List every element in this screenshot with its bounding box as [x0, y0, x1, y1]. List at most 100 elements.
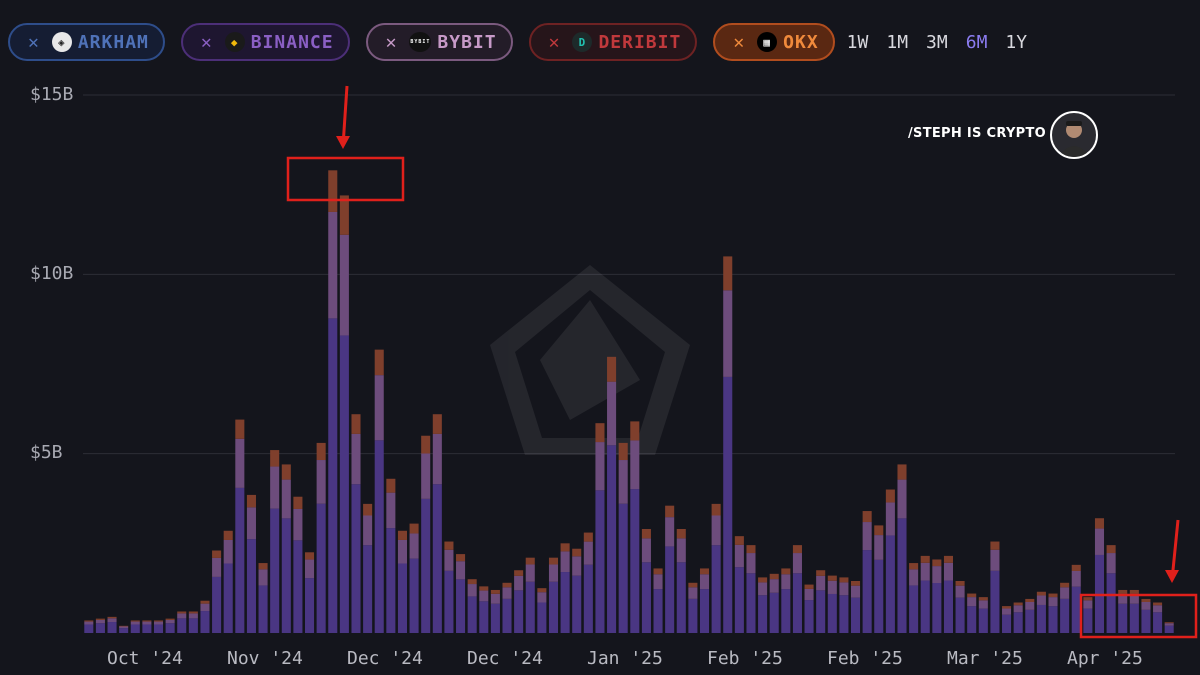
- bar-segment-middle: [990, 549, 1000, 571]
- bar-segment-top: [862, 511, 872, 523]
- bar-segment-middle: [386, 492, 396, 529]
- bar-segment-middle: [153, 621, 164, 625]
- filter-arkham[interactable]: ✕ ◈ ARKHAM: [8, 23, 165, 61]
- bar-segment-middle: [874, 535, 884, 560]
- bar-segment-middle: [978, 600, 988, 609]
- bar-segment-top: [839, 577, 849, 583]
- bar-segment-middle: [723, 290, 733, 377]
- bar-segment-base: [502, 598, 512, 633]
- bar-segment-top: [560, 543, 570, 552]
- bar-segment-top: [967, 593, 977, 598]
- bar-segment-base: [1106, 573, 1116, 633]
- bar-segment-base: [839, 595, 849, 633]
- bar-segment-base: [955, 597, 965, 633]
- filter-bybit[interactable]: ✕ BYBIT BYBIT: [365, 23, 513, 61]
- bar-segment-base: [1083, 608, 1093, 633]
- bybit-logo-icon: BYBIT: [409, 32, 432, 52]
- person-avatar-icon: [1050, 111, 1098, 159]
- bar-segment-top: [885, 489, 895, 503]
- bar-segment-base: [386, 528, 396, 633]
- bar-segment-base: [816, 590, 826, 633]
- filter-okx[interactable]: ✕ ▦ OKX: [713, 23, 835, 61]
- bar-segment-base: [1071, 586, 1081, 633]
- bar-segment-top: [1129, 589, 1139, 594]
- bar-segment-middle: [514, 575, 524, 591]
- bar-segment-top: [165, 618, 175, 620]
- bar-segment-middle: [200, 603, 210, 612]
- bar-segment-top: [816, 570, 826, 576]
- bar-segment-top: [339, 195, 349, 235]
- bar-segment-base: [525, 581, 535, 633]
- bar-segment-top: [676, 528, 686, 539]
- bar-segment-middle: [397, 539, 407, 564]
- bar-segment-top: [142, 620, 152, 622]
- timeframe-1m[interactable]: 1M: [886, 31, 909, 53]
- x-tick-label: Feb '25: [827, 648, 903, 669]
- bar-segment-base: [734, 567, 744, 633]
- bar-segment-middle: [943, 562, 953, 581]
- bar-segment-middle: [1013, 605, 1023, 613]
- filter-label: BINANCE: [250, 31, 334, 53]
- bar-segment-top: [653, 568, 663, 575]
- bar-segment-middle: [572, 556, 582, 576]
- filter-bar: ✕ ◈ ARKHAM ✕ ◆ BINANCE ✕ BYBIT BYBIT ✕ D DERIBIT ✕ ▦ O…: [8, 22, 1027, 62]
- close-icon[interactable]: ✕: [385, 31, 398, 53]
- bar-segment-base: [177, 618, 187, 633]
- bar-segment-base: [258, 585, 268, 633]
- bar-segment-base: [583, 564, 593, 633]
- timeframe-1y[interactable]: 1Y: [1005, 31, 1028, 53]
- bar-segment-middle: [421, 453, 431, 499]
- bar-segment-base: [374, 440, 384, 633]
- bar-segment-middle: [1141, 601, 1151, 610]
- filter-deribit[interactable]: ✕ D DERIBIT: [528, 23, 698, 61]
- timeframe-6m[interactable]: 6M: [965, 31, 988, 53]
- bar-segment-base: [142, 624, 152, 633]
- filter-binance[interactable]: ✕ ◆ BINANCE: [180, 23, 350, 61]
- bar-segment-top: [1164, 622, 1174, 624]
- bar-segment-base: [165, 623, 175, 633]
- bar-segment-top: [1094, 518, 1105, 529]
- bar-segment-base: [781, 589, 791, 633]
- bar-segment-top: [1060, 582, 1070, 588]
- bar-segment-top: [1025, 598, 1035, 602]
- exchange-filters: ✕ ◈ ARKHAM ✕ ◆ BINANCE ✕ BYBIT BYBIT ✕ D DERIBIT ✕ ▦ O…: [8, 23, 835, 61]
- bar-segment-middle: [769, 579, 779, 593]
- close-icon[interactable]: ✕: [28, 31, 40, 53]
- bar-segment-middle: [560, 551, 570, 573]
- bar-segment-base: [607, 445, 617, 633]
- bar-segment-middle: [1048, 597, 1058, 607]
- bar-segment-middle: [1094, 528, 1105, 555]
- bar-segment-middle: [270, 466, 280, 509]
- bar-segment-top: [1153, 602, 1163, 606]
- annotations: [286, 85, 1198, 639]
- bar-segment-middle: [130, 621, 140, 625]
- bar-segment-middle: [1083, 600, 1093, 609]
- bar-segment-top: [804, 584, 814, 589]
- bar-segment-base: [212, 576, 222, 633]
- x-tick-label: Dec '24: [467, 648, 543, 669]
- bar-segment-base: [1013, 612, 1023, 633]
- bar-segment-base: [1060, 598, 1070, 633]
- bar-segment-middle: [537, 592, 547, 603]
- bar-segment-top: [781, 568, 791, 575]
- arrow-head: [336, 136, 350, 149]
- bar-segment-top: [107, 616, 117, 619]
- bar-segment-base: [1025, 609, 1035, 633]
- close-icon[interactable]: ✕: [733, 31, 746, 53]
- close-icon[interactable]: ✕: [548, 31, 561, 53]
- close-icon[interactable]: ✕: [200, 31, 213, 53]
- bar-segment-top: [769, 573, 779, 580]
- bar-segment-base: [1036, 604, 1046, 633]
- bar-segment-top: [281, 464, 291, 480]
- bar-segment-base: [119, 628, 129, 633]
- timeframe-3m[interactable]: 3M: [926, 31, 948, 53]
- timeframe-1w[interactable]: 1W: [846, 31, 869, 53]
- bar-segment-top: [1002, 606, 1012, 609]
- bar-segment-middle: [95, 619, 105, 624]
- bar-segment-base: [897, 518, 907, 633]
- bar-segment-base: [932, 583, 942, 633]
- bar-segment-middle: [223, 539, 233, 564]
- y-tick-label: $15B: [30, 84, 74, 105]
- bar-segment-base: [885, 535, 895, 633]
